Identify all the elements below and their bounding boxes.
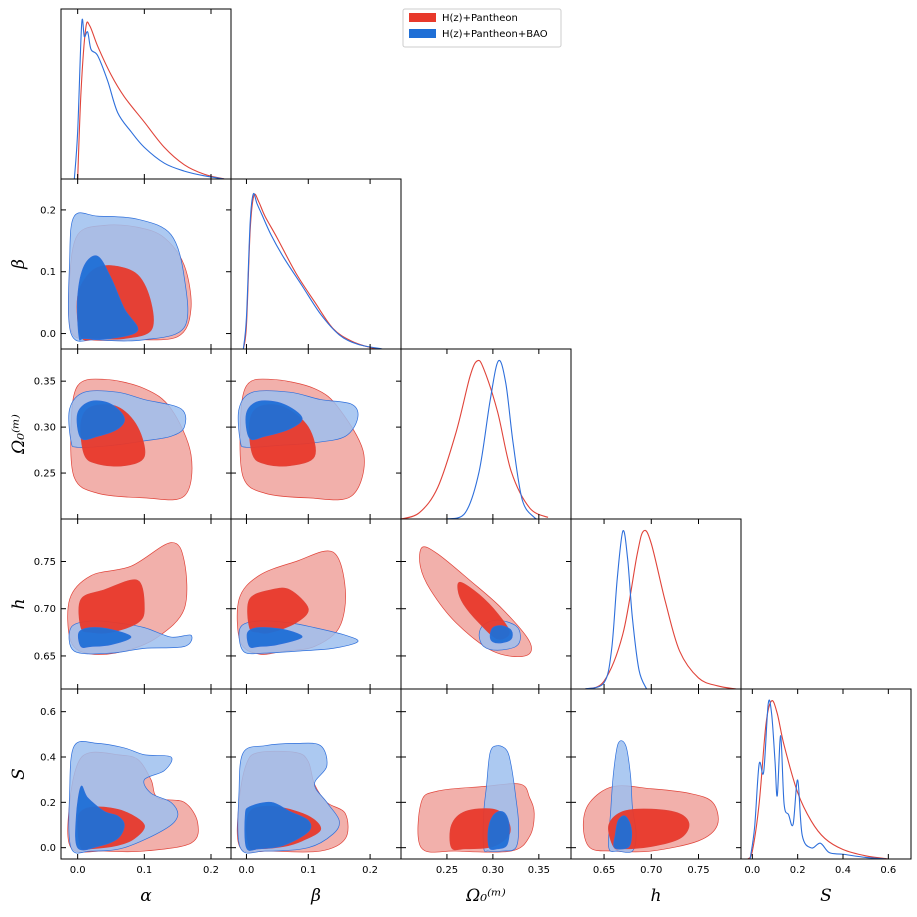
- legend-swatch: [409, 13, 436, 22]
- contour-c68-pantheon-bao-h-vs-alpha: [77, 627, 132, 648]
- y-tick-label-omega_m: 0.25: [34, 469, 56, 480]
- y-axis-label-beta: β: [9, 259, 29, 270]
- x-axis-label-alpha: α: [140, 886, 152, 906]
- x-tick-label-S: 0.0: [744, 865, 760, 876]
- y-tick-label-beta: 0.2: [40, 205, 56, 216]
- x-tick-label-beta: 0.0: [239, 865, 255, 876]
- x-axis-label-omega_m: Ω₀⁽ᵐ⁾: [465, 886, 506, 906]
- y-tick-label-beta: 0.0: [40, 329, 56, 340]
- y-axis-label-omega_m: Ω₀⁽ᵐ⁾: [9, 414, 29, 455]
- panel-beta-beta: [230, 178, 402, 350]
- y-tick-label-S: 0.2: [40, 798, 56, 809]
- legend-frame: [402, 8, 562, 48]
- marginal-pantheon-omega_m: [401, 359, 549, 519]
- panel-alpha-omega_m: [60, 348, 232, 520]
- x-axis-label-h: h: [651, 886, 662, 906]
- x-tick-label-omega_m: 0.35: [528, 865, 550, 876]
- x-tick-label-S: 0.2: [790, 865, 806, 876]
- panel-beta-h: [230, 518, 402, 690]
- panel-alpha-alpha: [60, 8, 232, 180]
- x-tick-label-S: 0.6: [880, 865, 896, 876]
- x-tick-label-alpha: 0.1: [136, 865, 152, 876]
- x-tick-label-h: 0.75: [687, 865, 709, 876]
- x-tick-label-alpha: 0.2: [203, 865, 219, 876]
- y-axis-label-h: h: [9, 599, 29, 610]
- y-tick-label-beta: 0.1: [40, 267, 56, 278]
- y-tick-label-S: 0.0: [40, 843, 56, 854]
- marginal-pantheon-bao-S: [749, 699, 889, 859]
- legend-label: H(z)+Pantheon+BAO: [442, 29, 548, 40]
- legend-label: H(z)+Pantheon: [442, 13, 518, 24]
- x-axis-label-beta: β: [310, 886, 321, 906]
- contour-c68-pantheon-bao-omega_m-vs-beta: [245, 400, 303, 441]
- contour-c68-pantheon-bao-S-vs-alpha: [75, 785, 125, 851]
- panel-omega_m-S: [400, 688, 572, 860]
- panel-frame: [570, 518, 742, 690]
- contour-c68-pantheon-bao-beta-vs-alpha: [76, 255, 139, 341]
- y-tick-label-h: 0.70: [34, 604, 56, 615]
- x-tick-label-omega_m: 0.30: [482, 865, 504, 876]
- x-tick-label-omega_m: 0.25: [436, 865, 458, 876]
- panel-beta-S: [230, 688, 402, 860]
- panel-h-S: [570, 688, 742, 860]
- contour-c68-pantheon-bao-S-vs-omega_m: [487, 811, 510, 850]
- marginal-pantheon-bao-alpha: [73, 18, 225, 179]
- panel-frame: [60, 8, 232, 180]
- contour-c68-pantheon-bao-h-vs-beta: [246, 627, 303, 648]
- x-tick-label-h: 0.65: [593, 865, 615, 876]
- x-tick-label-beta: 0.1: [300, 865, 316, 876]
- y-tick-label-S: 0.4: [40, 753, 56, 764]
- panel-h-h: [570, 518, 742, 690]
- marginal-pantheon-bao-h: [584, 530, 648, 689]
- panel-omega_m-omega_m: [400, 348, 572, 520]
- y-axis-label-S: S: [9, 768, 29, 780]
- panel-omega_m-h: [400, 518, 572, 690]
- marginal-pantheon-bao-omega_m: [446, 359, 540, 519]
- legend: H(z)+Pantheon H(z)+Pantheon+BAO: [402, 8, 562, 48]
- panel-alpha-beta: [60, 178, 232, 350]
- panel-beta-omega_m: [230, 348, 402, 520]
- y-tick-label-omega_m: 0.30: [34, 423, 56, 434]
- marginal-pantheon-bao-beta: [242, 192, 383, 349]
- x-tick-label-h: 0.70: [640, 865, 662, 876]
- marginal-pantheon-h: [584, 529, 737, 689]
- marginal-pantheon-beta: [242, 193, 383, 349]
- panel-alpha-S: [60, 688, 232, 860]
- y-tick-label-h: 0.75: [34, 557, 56, 568]
- contour-c68-pantheon-bao-S-vs-h: [613, 815, 633, 850]
- x-tick-label-S: 0.4: [835, 865, 851, 876]
- marginal-pantheon-S: [747, 700, 889, 859]
- panel-alpha-h: [60, 518, 232, 690]
- panel-S-S: [740, 688, 912, 860]
- x-tick-label-alpha: 0.0: [70, 865, 86, 876]
- y-tick-label-omega_m: 0.35: [34, 377, 56, 388]
- x-tick-label-beta: 0.2: [362, 865, 378, 876]
- contour-c68-pantheon-bao-omega_m-vs-alpha: [76, 400, 125, 441]
- panel-frame: [230, 178, 402, 350]
- legend-swatch: [409, 29, 436, 38]
- x-axis-label-S: S: [820, 886, 832, 906]
- contour-c68-pantheon-bao-h-vs-omega_m: [489, 625, 513, 644]
- contour-c68-pantheon-bao-S-vs-beta: [244, 801, 312, 851]
- panel-frame: [740, 688, 912, 860]
- marginal-pantheon-alpha: [77, 21, 225, 179]
- y-tick-label-S: 0.6: [40, 707, 56, 718]
- y-tick-label-h: 0.65: [34, 651, 56, 662]
